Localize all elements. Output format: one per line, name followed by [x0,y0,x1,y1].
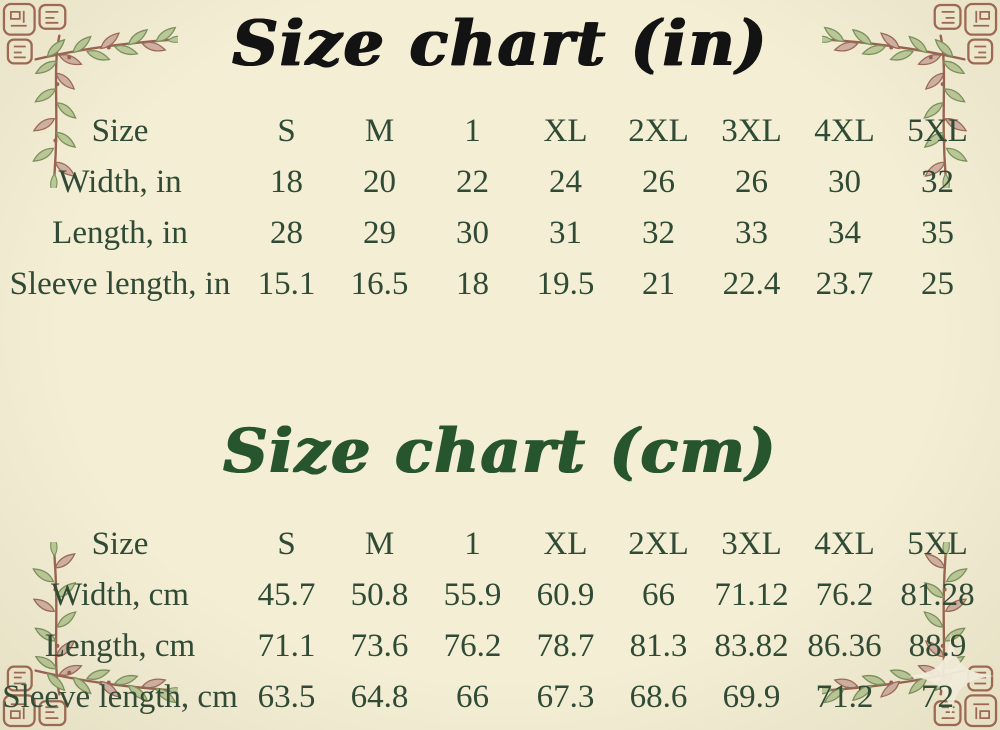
sparkle-icon [908,633,994,719]
row-label: Length, in [52,215,188,251]
value-cell: 31 [549,215,582,251]
header-cell: M [364,526,395,562]
value-cell: 33 [735,215,768,251]
value-cell: 66 [642,577,675,613]
header-cell: S [277,526,296,562]
header-cell: 1 [464,113,481,149]
header-cell: 2XL [628,113,689,149]
header-cell: 3XL [721,113,782,149]
value-cell: 19.5 [536,266,595,302]
value-cell: 60.9 [536,577,595,613]
value-cell: 29 [363,215,396,251]
value-cell: 25 [921,266,954,302]
row-label: Sleeve length, in [9,266,231,302]
value-cell: 81.3 [629,628,688,664]
header-cell: Size [91,526,149,562]
value-cell: 32 [921,164,954,200]
value-cell: 68.6 [629,679,688,715]
row-label: Width, in [58,164,182,200]
value-cell: 81.28 [900,577,975,613]
value-cell: 63.5 [257,679,316,715]
row-label: Length, cm [44,628,196,664]
value-cell: 23.7 [815,266,874,302]
value-cell: 55.9 [443,577,502,613]
value-cell: 88.9 [908,628,967,664]
header-cell: 5XL [907,113,968,149]
value-cell: 69.9 [722,679,781,715]
value-cell: 50.8 [350,577,409,613]
value-cell: 45.7 [257,577,316,613]
value-cell: 66 [456,679,489,715]
size-chart-in-table: Size S M 1 XL 2XL 3XL 4XL 5XL Width, in … [0,106,1000,310]
header-cell: 4XL [814,113,875,149]
value-cell: 71.1 [257,628,316,664]
value-cell: 22 [456,164,489,200]
header-cell: 1 [464,526,481,562]
value-cell: 26 [735,164,768,200]
value-cell: 73.6 [350,628,409,664]
header-cell: 5XL [907,526,968,562]
value-cell: 18 [270,164,303,200]
value-cell: 76.2 [815,577,874,613]
value-cell: 71.2 [815,679,874,715]
value-cell: 86.36 [807,628,882,664]
value-cell: 35 [921,215,954,251]
value-cell: 67.3 [536,679,595,715]
header-cell: Size [91,113,149,149]
size-chart-in-title: Size chart (in) [232,6,768,80]
value-cell: 64.8 [350,679,409,715]
header-cell: 3XL [721,526,782,562]
value-cell: 30 [456,215,489,251]
header-cell: XL [543,526,588,562]
row-label: Sleeve length, cm [2,679,238,715]
value-cell: 24 [549,164,582,200]
value-cell: 34 [828,215,861,251]
header-cell: M [364,113,395,149]
value-cell: 18 [456,266,489,302]
header-cell: XL [543,113,588,149]
header-cell: 4XL [814,526,875,562]
value-cell: 32 [642,215,675,251]
header-cell: 2XL [628,526,689,562]
size-chart-cm-title: Size chart (cm) [223,416,777,487]
value-cell: 72 [921,679,954,715]
value-cell: 26 [642,164,675,200]
value-cell: 20 [363,164,396,200]
value-cell: 21 [642,266,675,302]
value-cell: 71.12 [714,577,789,613]
value-cell: 30 [828,164,861,200]
size-chart-cm-table: Size S M 1 XL 2XL 3XL 4XL 5XL Width, cm … [0,519,1000,723]
value-cell: 15.1 [257,266,316,302]
value-cell: 16.5 [350,266,409,302]
value-cell: 78.7 [536,628,595,664]
value-cell: 22.4 [722,266,781,302]
value-cell: 28 [270,215,303,251]
header-cell: S [277,113,296,149]
value-cell: 76.2 [443,628,502,664]
row-label: Width, cm [51,577,189,613]
value-cell: 83.82 [714,628,789,664]
